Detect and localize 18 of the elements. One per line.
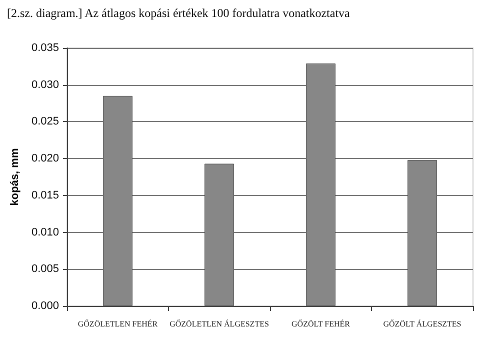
y-axis-title: kopás, mm bbox=[9, 148, 22, 206]
y-tick-label: 0.020 bbox=[31, 152, 59, 165]
y-tick-label: 0.015 bbox=[31, 189, 59, 202]
y-tick-label: 0.025 bbox=[31, 116, 59, 128]
bar bbox=[103, 96, 132, 306]
y-tick-label: 0.035 bbox=[31, 42, 59, 54]
bar bbox=[306, 63, 336, 306]
x-tick-label: GŐZÖLT ÁLGESZTES bbox=[383, 320, 462, 328]
x-tick-label: GŐZÖLETLEN FEHÉR bbox=[78, 320, 158, 328]
x-tick-label: GŐZÖLETLEN ÁLGESZTES bbox=[170, 320, 269, 328]
bar bbox=[408, 160, 437, 306]
y-tick-label: 0.005 bbox=[31, 263, 59, 276]
chart-title: [2.sz. diagram.] Az átlagos kopási értékek 100 fordulatra vonatkoztatva bbox=[7, 6, 351, 20]
x-tick-label: GŐZÖLT FEHÉR bbox=[292, 320, 351, 328]
y-tick-label: 0.010 bbox=[31, 226, 59, 238]
y-tick-label: 0.000 bbox=[31, 300, 59, 312]
bar bbox=[204, 164, 234, 306]
y-tick-label: 0.030 bbox=[31, 78, 59, 91]
